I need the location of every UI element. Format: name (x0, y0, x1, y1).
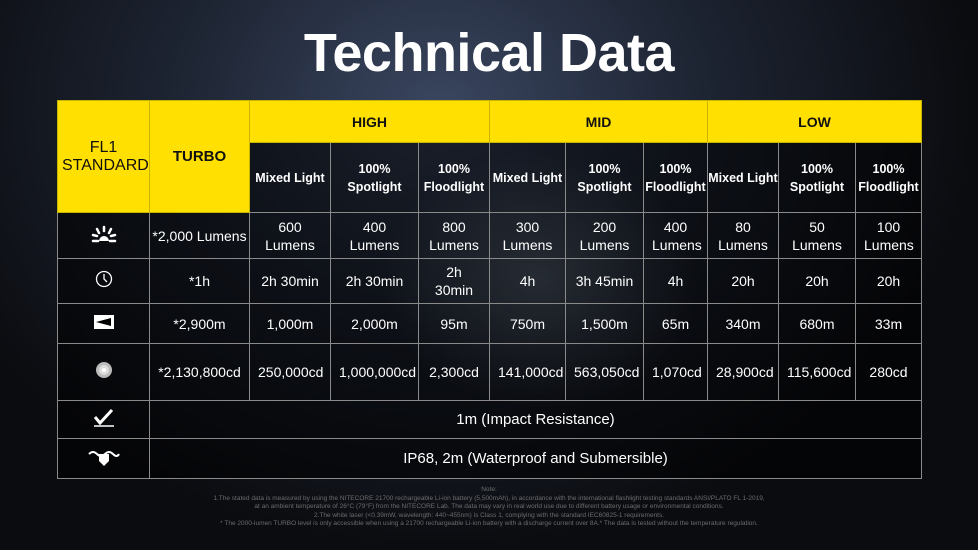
mode-header: Mixed Light (489, 142, 566, 213)
value-cell: 2h 30min (249, 258, 331, 304)
value-cell: 340m (707, 303, 779, 344)
row-output: *2,000 Lumens 600 Lumens 400 Lumens 800 Lum… (57, 212, 922, 259)
mode-header: Mixed Light (707, 142, 779, 213)
group-high: HIGH (249, 100, 490, 143)
model-header: FL1 STANDARD (57, 100, 150, 213)
note-line: at an ambient temperature of 26°C (79°F)… (254, 503, 724, 510)
value-cell: 20h (778, 258, 856, 304)
row-impact: 1m (Impact Resistance) (57, 400, 922, 439)
turbo-value: *2,000 Lumens (149, 212, 250, 259)
mode-header: 100% Spotlight (330, 142, 419, 213)
value-cell: 563,050cd (565, 343, 644, 401)
value-cell: 65m (643, 303, 708, 344)
value-cell: 800 Lumens (418, 212, 490, 259)
beam-distance-icon (57, 303, 150, 344)
row-runtime: *1h 2h 30min 2h 30min 2h 30min 4h 3h 45min 4h 2… (57, 258, 922, 304)
value-cell: 400 Lumens (643, 212, 708, 259)
value-cell: 1,500m (565, 303, 644, 344)
mode-header: Mixed Light (249, 142, 331, 213)
value-cell: 80 Lumens (707, 212, 779, 259)
value-cell: 115,600cd (778, 343, 856, 401)
value-cell: 400 Lumens (330, 212, 419, 259)
value-cell: 2h 30min (330, 258, 419, 304)
value-cell: 680m (778, 303, 856, 344)
waterproof-icon (57, 438, 150, 479)
impact-value: 1m (Impact Resistance) (149, 400, 922, 439)
impact-resistance-icon (57, 400, 150, 439)
value-cell: 50 Lumens (778, 212, 856, 259)
value-cell: 200 Lumens (565, 212, 644, 259)
value-cell: 300 Lumens (489, 212, 566, 259)
mode-header: 100% Spotlight (565, 142, 644, 213)
row-beam-distance: *2,900m 1,000m 2,000m 95m 750m 1,500m 65m 340m 6… (57, 303, 922, 344)
value-cell: 250,000cd (249, 343, 331, 401)
note-line: 2.The white laser (<0.39mW, wavelength: … (313, 511, 665, 519)
footnotes: Note: 1.The stated data is measured by us… (0, 486, 978, 529)
turbo-value: *2,130,800cd (149, 343, 250, 401)
note-line: * The 2000-lumen TURBO level is only acc… (220, 520, 758, 527)
value-cell: 33m (855, 303, 922, 344)
mode-header: 100% Floodlight (643, 142, 708, 213)
mode-header: 100% Floodlight (418, 142, 490, 213)
value-cell: 2,300cd (418, 343, 490, 401)
value-cell: 4h (489, 258, 566, 304)
note-line: Note: (481, 486, 497, 493)
intensity-icon (57, 343, 150, 401)
value-cell: 2h 30min (418, 258, 490, 304)
value-cell: 4h (643, 258, 708, 304)
value-cell: 1,070cd (643, 343, 708, 401)
waterproof-value: IP68, 2m (Waterproof and Submersible) (149, 438, 922, 479)
row-waterproof: IP68, 2m (Waterproof and Submersible) (57, 438, 922, 479)
turbo-header: TURBO (149, 100, 250, 213)
group-low: LOW (707, 100, 922, 143)
spec-table: FL1 STANDARD TURBO HIGH MID LOW Mixed Li… (57, 100, 922, 479)
note-line: 1.The stated data is measured by using t… (213, 494, 765, 502)
value-cell: 20h (707, 258, 779, 304)
value-cell: 141,000cd (489, 343, 566, 401)
mode-header: 100% Spotlight (778, 142, 856, 213)
value-cell: 1,000,000cd (330, 343, 419, 401)
page-title: Technical Data (303, 23, 675, 83)
group-mid: MID (489, 100, 708, 143)
brightness-icon (57, 212, 150, 259)
turbo-value: *1h (149, 258, 250, 304)
value-cell: 600 Lumens (249, 212, 331, 259)
value-cell: 750m (489, 303, 566, 344)
value-cell: 1,000m (249, 303, 331, 344)
row-peak-intensity: *2,130,800cd 250,000cd 1,000,000cd 2,300cd 1… (57, 343, 922, 401)
value-cell: 28,900cd (707, 343, 779, 401)
value-cell: 20h (855, 258, 922, 304)
mode-header: 100% Floodlight (855, 142, 922, 213)
value-cell: 95m (418, 303, 490, 344)
clock-icon (57, 258, 150, 304)
value-cell: 2,000m (330, 303, 419, 344)
turbo-value: *2,900m (149, 303, 250, 344)
value-cell: 100 Lumens (855, 212, 922, 259)
value-cell: 280cd (855, 343, 922, 401)
value-cell: 3h 45min (565, 258, 644, 304)
